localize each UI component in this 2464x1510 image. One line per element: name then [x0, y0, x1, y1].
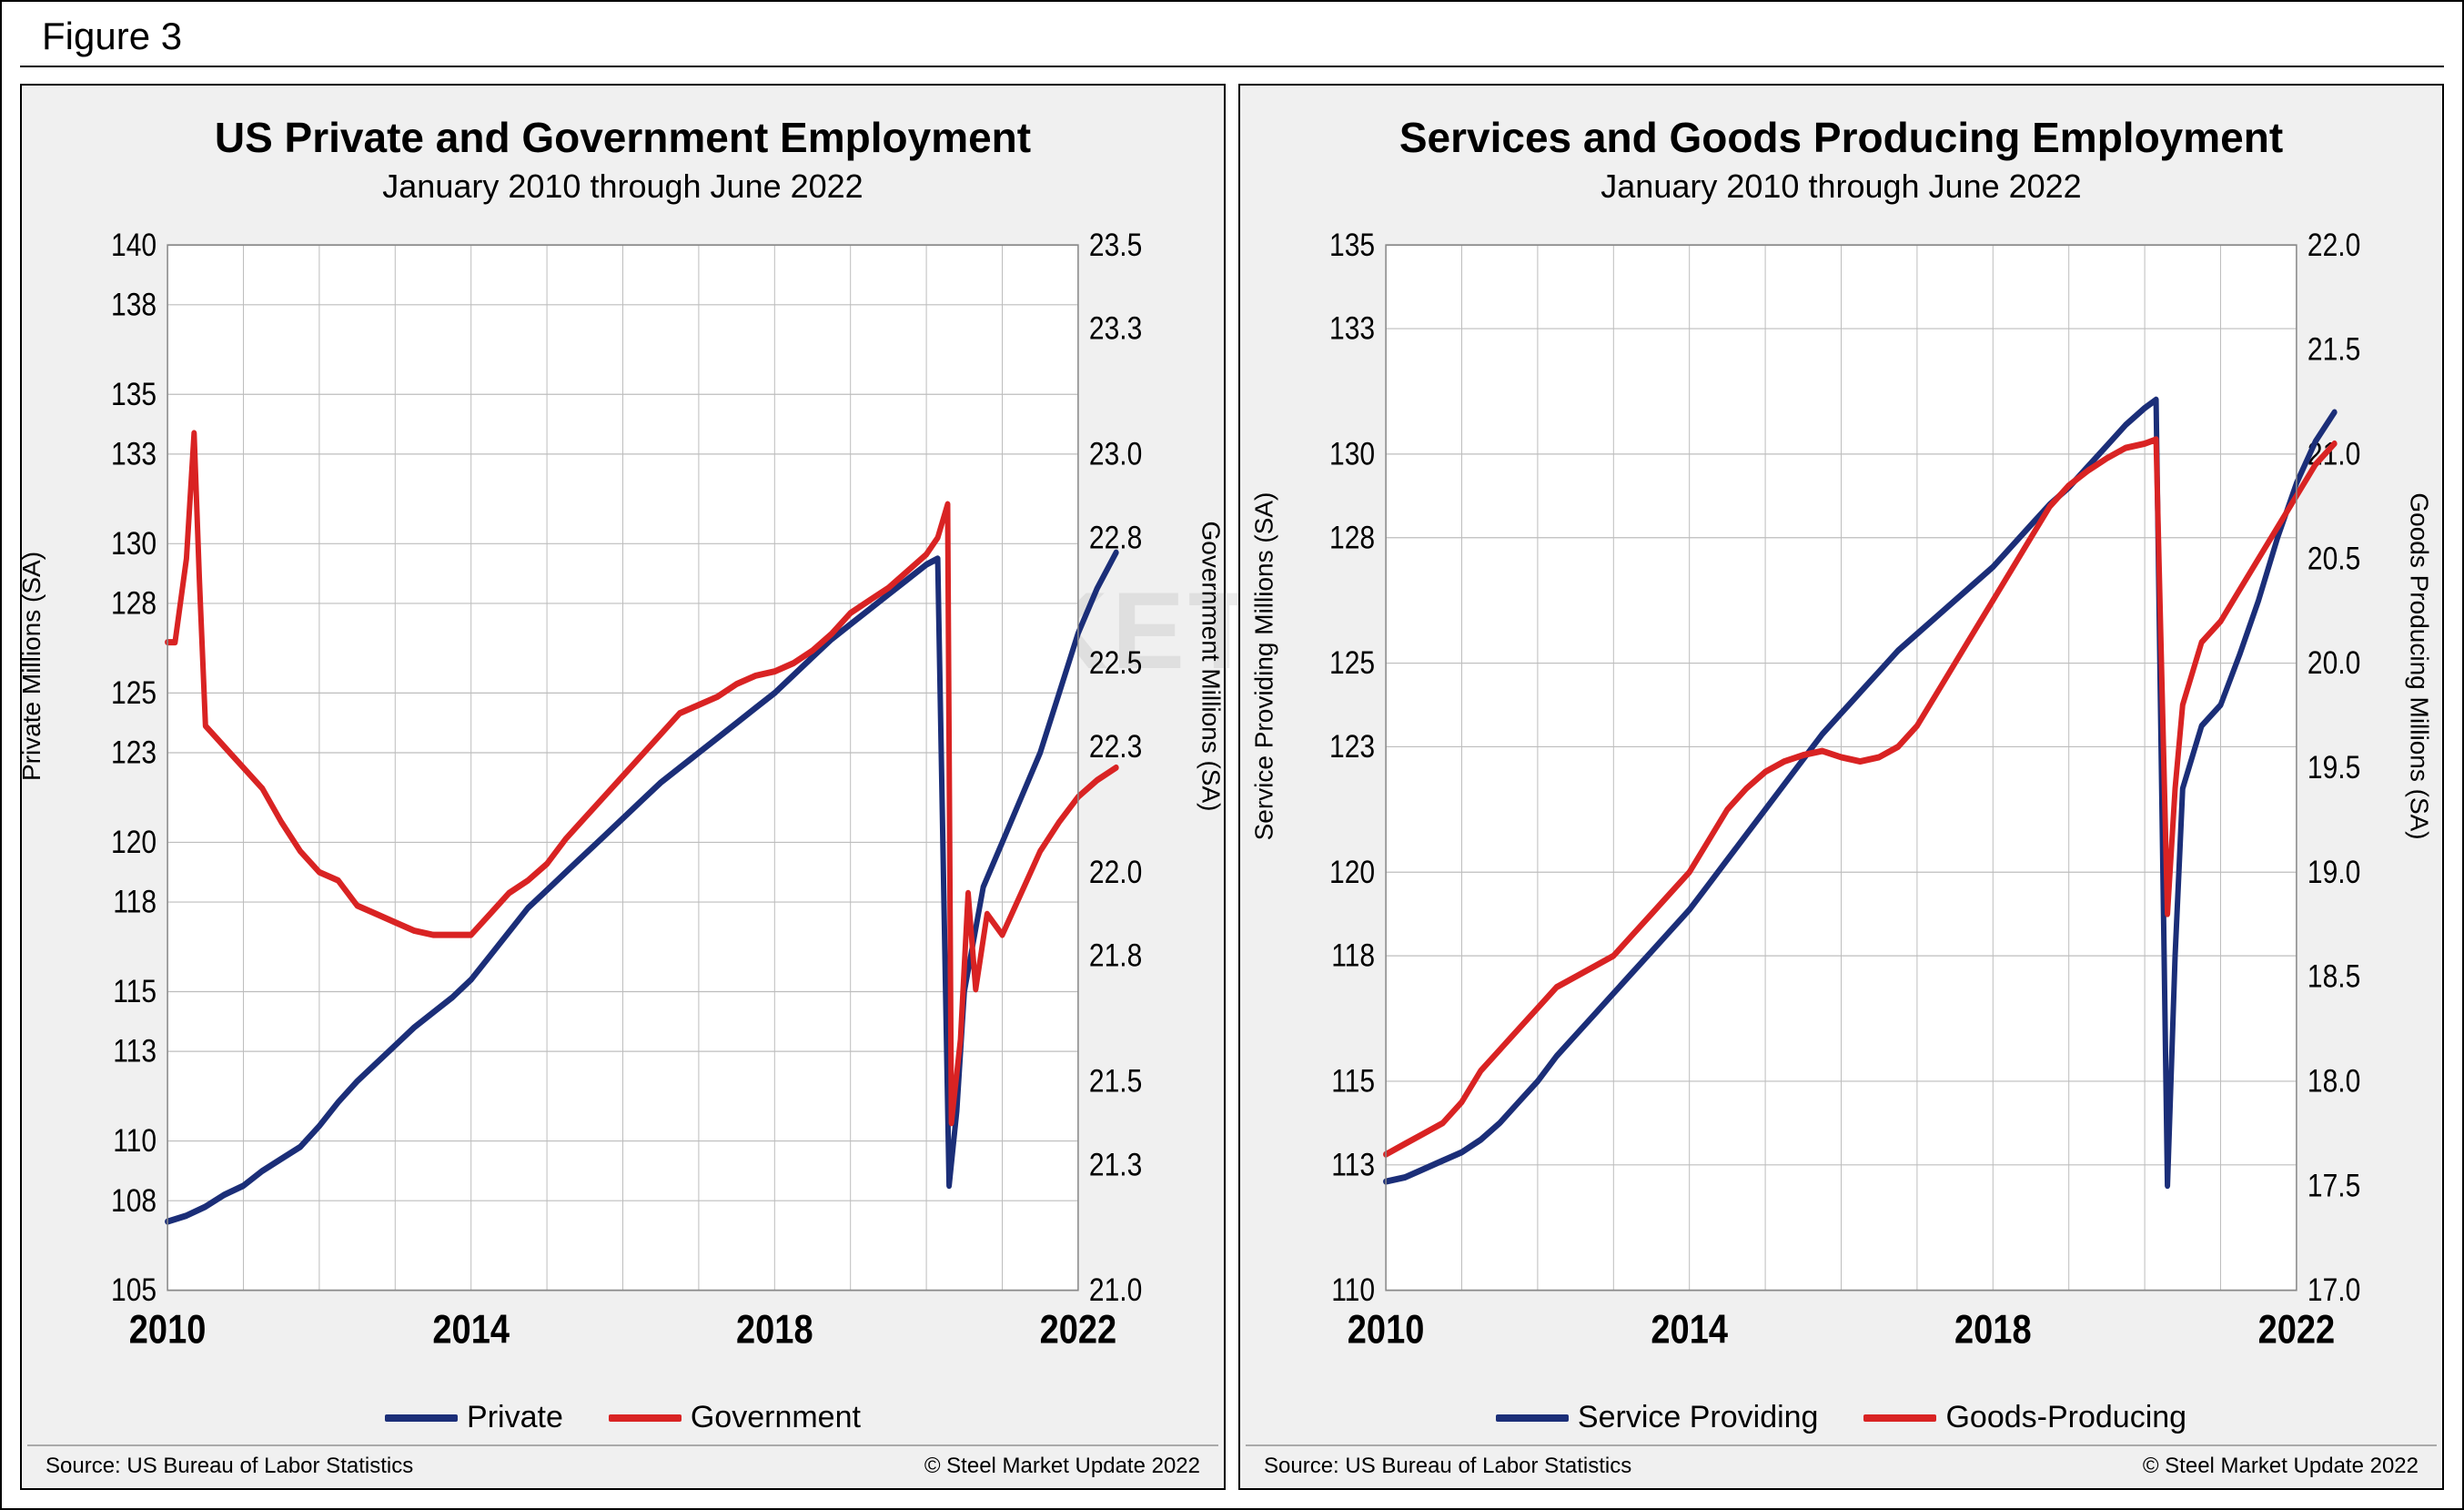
- svg-text:130: 130: [1329, 436, 1375, 471]
- source-text: Source: US Bureau of Labor Statistics: [45, 1454, 413, 1479]
- svg-text:20.5: 20.5: [2307, 541, 2360, 576]
- svg-text:115: 115: [113, 974, 157, 1009]
- panels-row: US Private and Government Employment Jan…: [20, 84, 2444, 1490]
- figure-label: Figure 3: [20, 2, 2444, 67]
- legend-swatch: [1496, 1414, 1569, 1422]
- svg-text:113: 113: [113, 1034, 157, 1069]
- svg-text:2018: 2018: [736, 1307, 813, 1352]
- svg-text:110: 110: [113, 1123, 157, 1159]
- svg-text:125: 125: [1329, 645, 1375, 681]
- svg-text:18.0: 18.0: [2307, 1063, 2360, 1099]
- right-y-axis-label: Service Providing Millions (SA): [1249, 492, 1278, 841]
- left-chart-svg: 105 108 110 113 115 118 120 123 125 128 130 133 135 1…: [58, 224, 1187, 1385]
- svg-text:21.5: 21.5: [1089, 1063, 1142, 1099]
- svg-text:128: 128: [111, 585, 157, 621]
- right-chart-subtitle: January 2010 through June 2022: [1240, 167, 2442, 206]
- svg-text:120: 120: [1329, 855, 1375, 890]
- legend-label: Goods-Producing: [1945, 1400, 2186, 1435]
- legend-item-government: Government: [609, 1400, 861, 1435]
- legend-label: Private: [467, 1400, 563, 1435]
- svg-text:133: 133: [1329, 311, 1375, 347]
- svg-text:22.0: 22.0: [1089, 855, 1142, 890]
- figure-container: Figure 3 US Private and Government Emplo…: [0, 0, 2464, 1510]
- copyright-text: © Steel Market Update 2022: [924, 1454, 1200, 1479]
- right-chart-area: Service Providing Millions (SA) Goods Pr…: [1277, 224, 2406, 1385]
- svg-text:113: 113: [1331, 1147, 1375, 1182]
- svg-text:118: 118: [113, 885, 157, 920]
- right-footer: Source: US Bureau of Labor Statistics © …: [1246, 1444, 2437, 1488]
- legend-item-private: Private: [385, 1400, 563, 1435]
- svg-text:118: 118: [1331, 938, 1375, 974]
- svg-text:128: 128: [1329, 520, 1375, 555]
- svg-text:140: 140: [111, 228, 157, 263]
- svg-text:21.5: 21.5: [2307, 332, 2360, 368]
- legend-label: Government: [691, 1400, 861, 1435]
- right-panel: Services and Goods Producing Employment …: [1238, 84, 2444, 1490]
- left-footer: Source: US Bureau of Labor Statistics © …: [27, 1444, 1218, 1488]
- svg-text:17.5: 17.5: [2307, 1168, 2360, 1203]
- svg-text:21.0: 21.0: [1089, 1272, 1142, 1308]
- copyright-text: © Steel Market Update 2022: [2143, 1454, 2419, 1479]
- svg-text:108: 108: [111, 1183, 157, 1219]
- svg-text:23.3: 23.3: [1089, 311, 1142, 347]
- svg-text:21.3: 21.3: [1089, 1147, 1142, 1182]
- svg-text:2010: 2010: [129, 1307, 207, 1352]
- svg-text:120: 120: [111, 825, 157, 860]
- right-chart-svg: 110 113 115 118 120 123 125 128 130 133 135 17.0 17.…: [1277, 224, 2406, 1385]
- svg-text:23.5: 23.5: [1089, 228, 1142, 263]
- legend-swatch: [385, 1414, 458, 1422]
- svg-text:123: 123: [111, 735, 157, 771]
- svg-text:130: 130: [111, 526, 157, 562]
- svg-text:19.0: 19.0: [2307, 855, 2360, 890]
- legend-swatch: [1863, 1414, 1936, 1422]
- svg-text:135: 135: [1329, 228, 1375, 263]
- svg-text:19.5: 19.5: [2307, 750, 2360, 785]
- svg-text:105: 105: [111, 1272, 157, 1308]
- left-chart-area: Private Millions (SA) Government Million…: [58, 224, 1187, 1385]
- legend-item-goods: Goods-Producing: [1863, 1400, 2186, 1435]
- svg-text:123: 123: [1329, 729, 1375, 765]
- svg-text:20.0: 20.0: [2307, 645, 2360, 681]
- svg-text:18.5: 18.5: [2307, 959, 2360, 995]
- svg-text:2014: 2014: [1651, 1307, 1728, 1352]
- svg-text:22.0: 22.0: [2307, 228, 2360, 263]
- svg-text:133: 133: [111, 436, 157, 471]
- left-chart-subtitle: January 2010 through June 2022: [22, 167, 1224, 206]
- svg-text:22.5: 22.5: [1089, 645, 1142, 681]
- svg-text:22.3: 22.3: [1089, 729, 1142, 765]
- legend-swatch: [609, 1414, 682, 1422]
- legend-label: Service Providing: [1578, 1400, 1819, 1435]
- left-chart-title: US Private and Government Employment: [22, 113, 1224, 162]
- svg-text:17.0: 17.0: [2307, 1272, 2360, 1308]
- left-y-axis-label: Private Millions (SA): [17, 552, 46, 781]
- svg-text:2010: 2010: [1348, 1307, 1425, 1352]
- svg-text:2022: 2022: [2258, 1307, 2336, 1352]
- svg-text:138: 138: [111, 287, 157, 322]
- svg-text:115: 115: [1331, 1063, 1375, 1099]
- svg-text:23.0: 23.0: [1089, 436, 1142, 471]
- left-legend: Private Government: [22, 1385, 1224, 1444]
- svg-text:135: 135: [111, 377, 157, 412]
- right-y2-axis-label: Goods Producing Millions (SA): [2404, 492, 2433, 839]
- svg-text:2018: 2018: [1954, 1307, 2032, 1352]
- legend-item-service: Service Providing: [1496, 1400, 1819, 1435]
- svg-text:125: 125: [111, 675, 157, 711]
- svg-text:21.8: 21.8: [1089, 938, 1142, 974]
- right-chart-title: Services and Goods Producing Employment: [1240, 113, 2442, 162]
- svg-text:2022: 2022: [1040, 1307, 1117, 1352]
- left-panel: US Private and Government Employment Jan…: [20, 84, 1226, 1490]
- source-text: Source: US Bureau of Labor Statistics: [1264, 1454, 1631, 1479]
- svg-text:2014: 2014: [432, 1307, 510, 1352]
- left-y2-axis-label: Government Millions (SA): [1197, 522, 1226, 812]
- svg-text:110: 110: [1331, 1272, 1375, 1308]
- right-legend: Service Providing Goods-Producing: [1240, 1385, 2442, 1444]
